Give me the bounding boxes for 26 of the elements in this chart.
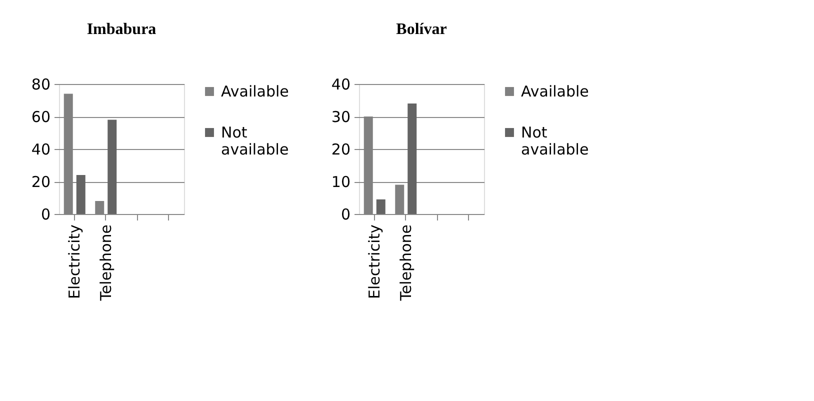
y-tick-label: 30 [331,108,350,126]
bar [395,184,404,214]
x-tick-label: Electricity [366,224,384,300]
chart-title: Bolívar [396,21,447,38]
bar [108,120,117,214]
y-tick-label: 80 [31,76,50,94]
legend-label: Not available [221,124,289,158]
bar [408,104,417,214]
legend-label: Available [521,82,589,100]
x-tick-label: Electricity [66,224,84,300]
y-tick-label: 40 [331,76,350,94]
chart-title: Imbabura [86,21,156,38]
legend-label: Available [221,82,289,100]
y-tick-label: 10 [331,173,350,191]
bar [76,175,86,214]
bar [376,199,386,214]
y-tick-label: 0 [340,206,350,224]
legend-label: Not available [521,124,589,158]
y-tick-label: 20 [331,140,350,158]
y-tick-label: 0 [40,206,50,224]
y-tick-label: 60 [31,108,50,126]
bar [95,201,104,214]
x-tick-label: Telephone [96,224,115,302]
y-tick-label: 40 [31,140,50,158]
y-tick-label: 20 [31,173,50,191]
x-tick-label: Telephone [396,224,415,302]
